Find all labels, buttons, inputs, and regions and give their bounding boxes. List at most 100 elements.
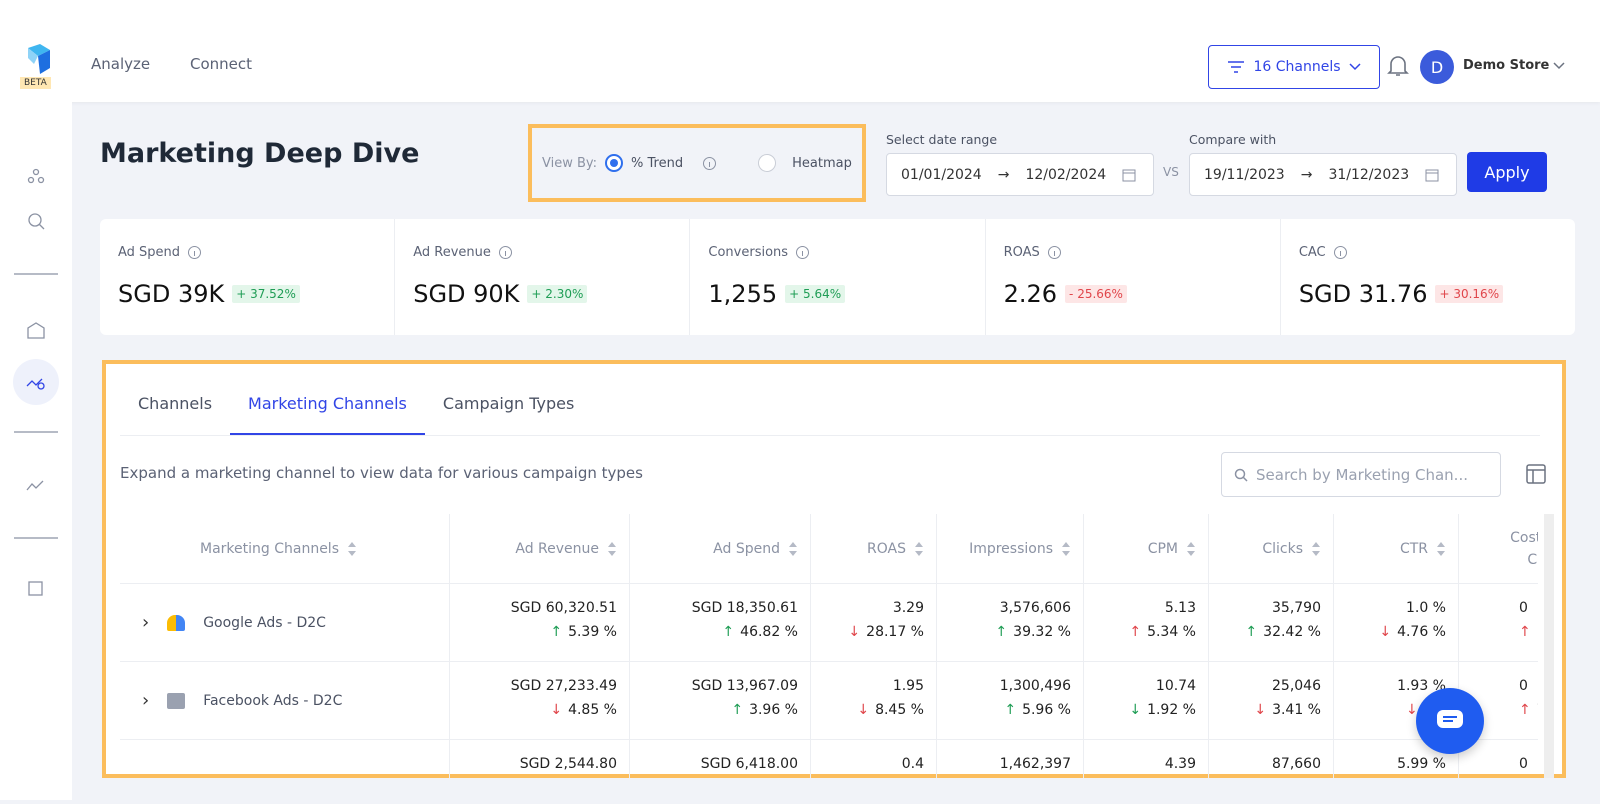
info-icon[interactable] <box>498 246 512 259</box>
channel-cell: › Google Ads - D2C <box>120 584 450 661</box>
column-label: Ad Spend <box>713 541 780 557</box>
view-by: View By: % Trend Heatmap <box>528 124 866 202</box>
column-label: Marketing Channels <box>200 541 339 557</box>
metric-change: ↑ 32.42 % <box>1209 624 1321 640</box>
sort-icon[interactable] <box>607 541 617 557</box>
trend-arrow: ↓ <box>848 624 861 640</box>
channel-name: Facebook Ads - D2C <box>203 692 343 709</box>
radio[interactable] <box>605 154 624 172</box>
kpi-card: Conversions 1,255 + 5.64% <box>690 219 986 335</box>
metric-change: ↓ 28.17 % <box>811 624 924 640</box>
metric-value: 35,790 <box>1272 600 1321 616</box>
info-icon[interactable] <box>1047 246 1061 259</box>
trend-arrow: ↓ <box>1406 702 1418 718</box>
metric-cell: SGD 13,967.09 ↑ 3.96 % <box>630 662 811 739</box>
compare-start: 19/11/2023 <box>1204 166 1285 183</box>
change-value: 4.85 % <box>568 702 617 718</box>
kpi-header: CAC <box>1299 245 1557 260</box>
kpi-change: + 30.16% <box>1435 285 1504 303</box>
metric-change: ↑ 3.96 % <box>630 702 798 718</box>
arrow: → <box>1300 166 1313 183</box>
chat-button[interactable] <box>1416 688 1484 754</box>
store-name[interactable]: Demo Store <box>1463 58 1550 73</box>
change-value: 5.96 % <box>1022 702 1071 718</box>
kpi-strip: Ad Spend SGD 39K + 37.52% Ad Revenue SGD 90K… <box>100 219 1575 335</box>
metric-value: 5.13 <box>1164 600 1196 616</box>
metric-cell: 0 ↑ 10.8 <box>1459 584 1538 661</box>
expand-icon[interactable]: › <box>142 690 150 711</box>
nav-link[interactable]: Analyze <box>91 55 151 73</box>
sort-icon[interactable] <box>1186 541 1196 557</box>
sidebar <box>0 102 72 800</box>
metric-change: ↓ 4.76 % <box>1334 624 1446 640</box>
sort-icon[interactable] <box>914 541 924 557</box>
change-value: 4.76 % <box>1397 624 1446 640</box>
channel-cell <box>120 740 450 778</box>
sort-icon[interactable] <box>347 541 357 557</box>
sort-icon[interactable] <box>1436 541 1446 557</box>
kpi-header: Conversions <box>708 245 966 260</box>
date-end: 12/02/2024 <box>1025 166 1107 183</box>
channels-button[interactable]: 16 Channels <box>1208 45 1380 89</box>
search-box[interactable]: Search by Marketing Chan... <box>1221 452 1501 497</box>
kpi-value: SGD 31.76 <box>1298 280 1428 308</box>
bell-icon[interactable] <box>1387 53 1409 79</box>
channel-cell: › Facebook Ads - D2C <box>120 662 450 739</box>
chevron <box>1553 62 1565 70</box>
metric-value: 25,046 <box>1272 678 1321 694</box>
change-value: 7.6 <box>1537 702 1538 718</box>
sort-icon[interactable] <box>1311 541 1321 557</box>
kpi-card: Ad Revenue SGD 90K + 2.30% <box>395 219 691 335</box>
kpi-value: 2.26 <box>1003 280 1058 308</box>
date-input[interactable]: 01/01/2024 → 12/02/2024 <box>886 153 1154 196</box>
sort-icon[interactable] <box>788 541 798 557</box>
trend-arrow: ↑ <box>1004 702 1017 718</box>
table-card: Channels Marketing Channels Campaign Types… <box>102 360 1566 778</box>
change-value: 1.92 % <box>1147 702 1196 718</box>
avatar[interactable]: D <box>1420 50 1454 84</box>
info-icon[interactable] <box>188 246 202 259</box>
view-option[interactable]: % Trend <box>631 155 684 171</box>
radio[interactable] <box>758 154 777 172</box>
metric-cell: SGD 6,418.00 <box>630 740 811 778</box>
columns-icon[interactable] <box>1526 464 1546 484</box>
view-option[interactable]: Heatmap <box>792 155 852 171</box>
trend-arrow: ↑ <box>995 624 1008 640</box>
sidebar-icons <box>13 168 59 596</box>
trend-arrow: ↑ <box>1519 702 1531 718</box>
kpi-change: + 37.52% <box>232 285 300 303</box>
kpi-value: 1,255 <box>708 280 778 308</box>
tab[interactable]: Channels <box>138 394 213 413</box>
kpi-value-row: SGD 31.76 + 30.16% <box>1299 280 1557 308</box>
info-icon[interactable] <box>703 156 717 170</box>
tab[interactable]: Campaign Types <box>442 394 575 413</box>
sort-icon[interactable] <box>1061 541 1071 557</box>
trend-arrow: ↓ <box>1129 702 1142 718</box>
metric-value: 0 <box>1519 600 1528 616</box>
metric-change: ↑ 5.96 % <box>937 702 1071 718</box>
metric-cell: SGD 60,320.51 ↑ 5.39 % <box>450 584 630 661</box>
metric-value: 0.4 <box>901 756 924 772</box>
expand-icon[interactable]: › <box>142 612 150 633</box>
metric-cell: 5.99 % <box>1334 740 1459 778</box>
apply-button[interactable]: Apply <box>1467 152 1547 192</box>
metric-change: ↑ 39.32 % <box>937 624 1071 640</box>
change-value: 32.42 % <box>1263 624 1321 640</box>
tab[interactable]: Marketing Channels <box>230 364 425 435</box>
column-header: Impressions <box>937 514 1084 584</box>
metric-cell: 87,660 <box>1209 740 1334 778</box>
info-icon[interactable] <box>1333 246 1347 259</box>
metric-value: 87,660 <box>1272 756 1321 772</box>
metric-value: SGD 2,544.80 <box>519 756 617 772</box>
compare-input[interactable]: 19/11/2023 → 31/12/2023 <box>1189 153 1457 196</box>
nav-link[interactable]: Connect <box>190 55 253 73</box>
kpi-value-row: 1,255 + 5.64% <box>708 280 966 308</box>
page-title: Marketing Deep Dive <box>100 138 420 169</box>
compare-end: 31/12/2023 <box>1328 166 1410 183</box>
kpi-change: - 25.66% <box>1065 285 1127 303</box>
vs-label: VS <box>1163 165 1179 179</box>
info-icon[interactable] <box>796 246 810 259</box>
kpi-value-row: SGD 39K + 37.52% <box>118 280 376 308</box>
arrow: → <box>997 166 1010 183</box>
metric-cell: 3.29 ↓ 28.17 % <box>811 584 937 661</box>
